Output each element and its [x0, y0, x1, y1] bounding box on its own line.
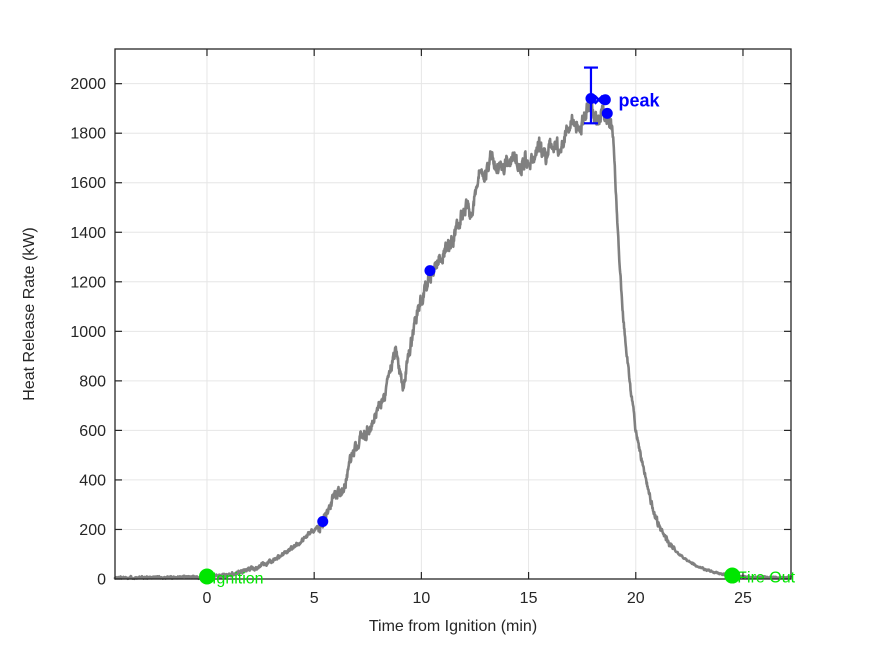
y-tick-label: 600 — [79, 423, 106, 440]
y-tick-label: 1200 — [70, 274, 106, 291]
fire-out-marker — [724, 567, 741, 584]
annotations-layer: peak Ignition Fire Out — [198, 66, 796, 588]
y-tick-label: 1800 — [70, 126, 106, 143]
hrr-curve-path — [113, 98, 792, 581]
x-tick-label: 0 — [203, 590, 212, 607]
x-marker — [593, 94, 604, 105]
peak-label: peak — [618, 91, 660, 111]
axes-layer: 0 5 10 15 20 25 0 200 400 600 800 1000 1200 1400 1600 1… — [70, 48, 792, 607]
x-tick-label: 15 — [520, 590, 538, 607]
fire-out-label: Fire Out — [737, 570, 795, 587]
hrr-curve — [113, 98, 792, 581]
y-tick-label: 0 — [97, 572, 106, 589]
y-tick-label: 1000 — [70, 324, 106, 341]
peak-marker — [585, 93, 597, 105]
grid-layer — [115, 49, 791, 580]
x-tick-label: 10 — [412, 590, 430, 607]
y-tick-label: 1400 — [70, 225, 106, 242]
data-point-marker — [601, 107, 613, 119]
ignition-marker — [198, 568, 215, 585]
y-tick-label: 200 — [79, 522, 106, 539]
x-axis-label: Time from Ignition (min) — [369, 618, 537, 635]
y-axis-label: Heat Release Rate (kW) — [21, 227, 38, 400]
plot-box — [114, 48, 792, 580]
y-tick-label: 800 — [79, 373, 106, 390]
y-tick-label: 400 — [79, 472, 106, 489]
x-tick-label: 5 — [310, 590, 319, 607]
x-tick-label: 25 — [734, 590, 752, 607]
data-point-marker — [424, 265, 436, 277]
data-point-marker — [317, 516, 329, 528]
ignition-label: Ignition — [212, 571, 264, 588]
x-tick-label: 20 — [627, 590, 645, 607]
y-tick-label: 1600 — [70, 175, 106, 192]
y-tick-label: 2000 — [70, 76, 106, 93]
